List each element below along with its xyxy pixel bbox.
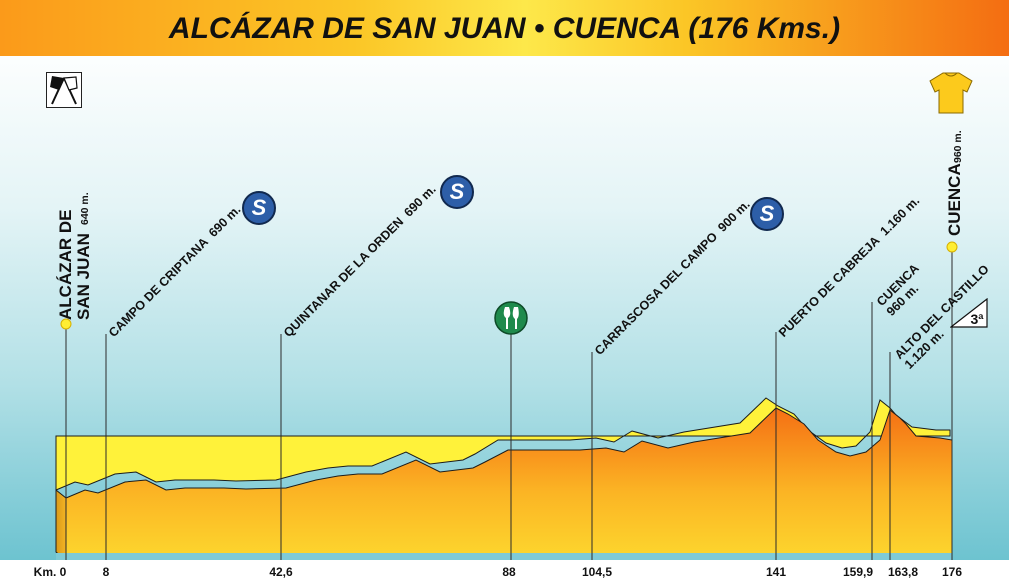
- start-name-line2: SAN JUAN: [74, 233, 93, 320]
- title-bar: [0, 0, 1009, 56]
- stage-title: ALCÁZAR DE SAN JUAN • CUENCA (176 Kms.): [168, 12, 841, 45]
- km-label-start: Km. 0: [33, 565, 67, 579]
- start-flags-icon: [46, 72, 82, 108]
- feed-zone-icon: [494, 301, 528, 335]
- finish-dot: [946, 241, 958, 253]
- finish-name: CUENCA: [945, 163, 964, 236]
- km-label: 141: [765, 565, 787, 579]
- km-label: 163,8: [887, 565, 919, 579]
- start-name: ALCÁZAR DE SAN JUAN: [56, 209, 93, 321]
- yellow-jersey-icon: [929, 72, 973, 114]
- km-label: 8: [102, 565, 110, 579]
- start-dot: [60, 318, 72, 330]
- sprint-s-icon: S: [440, 175, 474, 209]
- start-altitude: 640 m.: [79, 192, 91, 225]
- climb-category-label: 3ª: [971, 311, 985, 327]
- km-label: 159,9: [842, 565, 874, 579]
- start-name-line1: ALCÁZAR DE: [56, 209, 75, 321]
- category-climb-icon: 3ª: [950, 298, 988, 328]
- km-label: 42,6: [269, 565, 293, 579]
- km-label: 88: [502, 565, 516, 579]
- km-label: 104,5: [581, 565, 613, 579]
- profile-side: [55, 488, 67, 562]
- finish-altitude: 960 m.: [952, 130, 964, 163]
- profile-face: [65, 407, 953, 561]
- km-label-finish: 176: [941, 565, 963, 579]
- sprint-s-icon: S: [750, 197, 784, 231]
- sprint-s-icon: S: [242, 191, 276, 225]
- km-axis: [0, 560, 1009, 581]
